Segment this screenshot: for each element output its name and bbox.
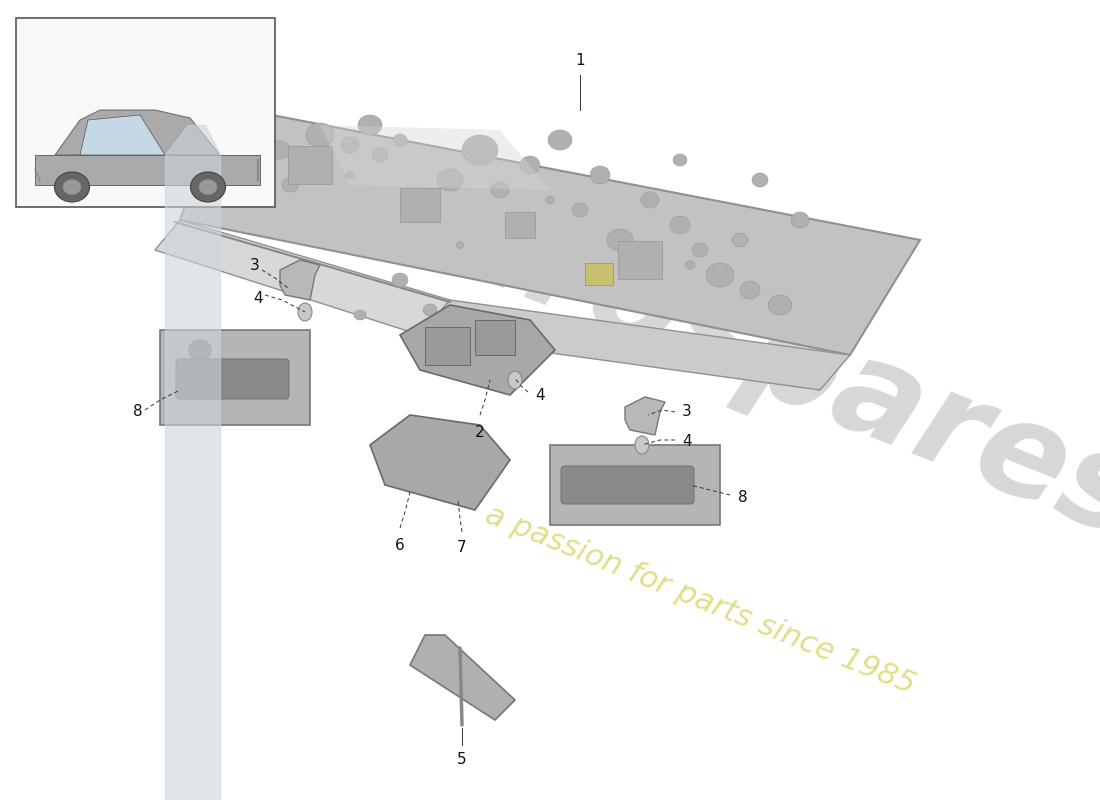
Polygon shape (180, 105, 920, 355)
Polygon shape (400, 305, 556, 395)
Text: 6: 6 (395, 538, 405, 553)
Bar (505, 212, 535, 238)
Polygon shape (625, 397, 666, 435)
Ellipse shape (55, 172, 89, 202)
Ellipse shape (63, 179, 81, 194)
Bar (585, 263, 613, 285)
Ellipse shape (706, 263, 734, 287)
Ellipse shape (437, 169, 463, 191)
Ellipse shape (341, 137, 359, 153)
Ellipse shape (768, 295, 792, 315)
Text: a passion for parts since 1985: a passion for parts since 1985 (481, 500, 920, 700)
Ellipse shape (270, 141, 290, 159)
Polygon shape (550, 445, 720, 525)
FancyBboxPatch shape (16, 18, 275, 207)
Bar (475, 320, 515, 355)
Ellipse shape (607, 229, 632, 251)
Text: eurospares: eurospares (339, 134, 1100, 566)
Bar (425, 327, 470, 365)
Ellipse shape (238, 159, 262, 181)
Ellipse shape (752, 173, 768, 187)
Text: 4: 4 (535, 387, 544, 402)
Text: 8: 8 (133, 405, 143, 419)
Ellipse shape (546, 197, 554, 203)
Polygon shape (55, 110, 220, 155)
Text: 7: 7 (458, 540, 466, 555)
Ellipse shape (590, 166, 610, 184)
Ellipse shape (354, 310, 366, 320)
Bar (618, 241, 662, 279)
FancyBboxPatch shape (176, 359, 289, 399)
Ellipse shape (491, 182, 509, 198)
Polygon shape (320, 125, 550, 190)
Polygon shape (280, 260, 320, 300)
Ellipse shape (345, 171, 354, 178)
Ellipse shape (393, 134, 407, 146)
Text: 4: 4 (253, 290, 263, 306)
Polygon shape (160, 330, 310, 425)
Text: 2: 2 (475, 425, 485, 440)
Polygon shape (155, 220, 450, 335)
Ellipse shape (199, 179, 217, 194)
Polygon shape (35, 155, 260, 185)
Ellipse shape (692, 243, 708, 257)
Ellipse shape (740, 281, 760, 299)
Ellipse shape (282, 178, 298, 192)
Text: 4: 4 (682, 434, 692, 450)
Ellipse shape (456, 242, 463, 249)
Ellipse shape (424, 304, 437, 316)
Ellipse shape (548, 130, 572, 150)
Ellipse shape (791, 212, 808, 228)
Text: 8: 8 (738, 490, 748, 506)
Ellipse shape (189, 340, 211, 360)
Ellipse shape (670, 216, 690, 234)
Ellipse shape (520, 156, 540, 174)
Ellipse shape (641, 192, 659, 208)
FancyBboxPatch shape (561, 466, 694, 504)
Ellipse shape (635, 436, 649, 454)
Ellipse shape (462, 135, 498, 165)
Ellipse shape (673, 154, 688, 166)
Polygon shape (370, 415, 510, 510)
Ellipse shape (298, 303, 312, 321)
Ellipse shape (190, 172, 226, 202)
Polygon shape (80, 115, 165, 155)
Ellipse shape (358, 115, 382, 135)
Bar (288, 146, 332, 184)
Ellipse shape (392, 273, 408, 287)
Text: 5: 5 (458, 752, 466, 767)
Bar (400, 188, 440, 222)
Ellipse shape (372, 148, 388, 162)
Text: 1: 1 (575, 53, 585, 68)
Text: 3: 3 (250, 258, 260, 273)
Polygon shape (420, 300, 850, 390)
Ellipse shape (235, 136, 245, 144)
Polygon shape (410, 635, 515, 720)
Ellipse shape (685, 261, 695, 269)
Ellipse shape (572, 203, 588, 217)
Ellipse shape (508, 371, 522, 389)
Ellipse shape (306, 123, 334, 147)
Ellipse shape (732, 233, 748, 247)
Text: 3: 3 (682, 405, 692, 419)
